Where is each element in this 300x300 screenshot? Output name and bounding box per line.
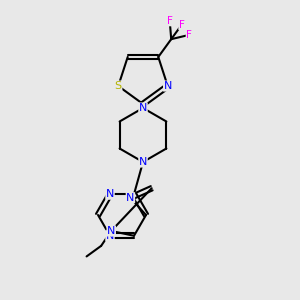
Text: N: N	[139, 103, 147, 113]
Text: N: N	[139, 157, 147, 167]
Text: N: N	[106, 231, 114, 241]
Text: N: N	[106, 189, 114, 199]
Text: F: F	[186, 30, 192, 40]
Text: N: N	[164, 81, 172, 91]
Text: S: S	[115, 81, 122, 91]
Text: N: N	[126, 193, 135, 203]
Text: F: F	[167, 16, 173, 26]
Text: F: F	[179, 20, 185, 30]
Text: N: N	[107, 226, 116, 236]
